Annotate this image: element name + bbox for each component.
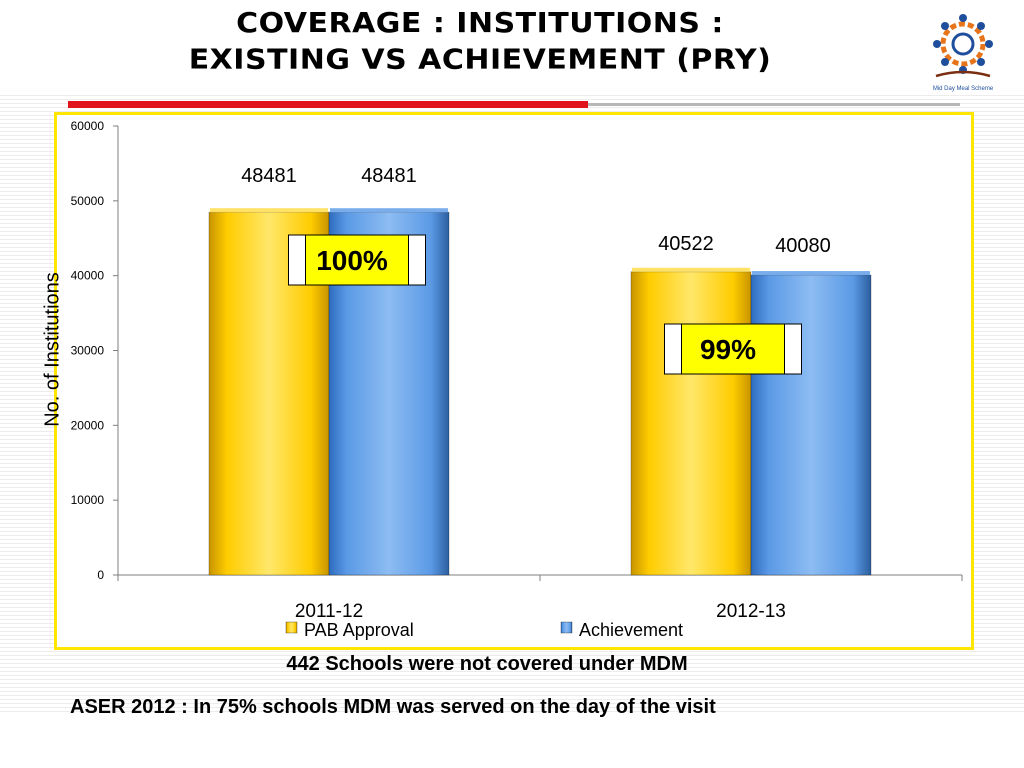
y-tick-label: 0 bbox=[97, 568, 104, 582]
data-label: 48481 bbox=[241, 165, 297, 187]
bar-achievement bbox=[750, 274, 872, 576]
y-tick-label: 20000 bbox=[71, 418, 105, 432]
chart-percent-badges: 100% 99% bbox=[288, 234, 802, 375]
page-title: Coverage : Institutions : Existing Vs Ac… bbox=[100, 5, 860, 79]
bar-top-bevel bbox=[210, 208, 328, 213]
data-label: 48481 bbox=[361, 165, 417, 187]
y-tick-label: 60000 bbox=[71, 119, 105, 133]
bar-top-bevel bbox=[752, 271, 870, 276]
chart-legend: PAB Approval Achievement bbox=[285, 620, 683, 640]
legend-label: PAB Approval bbox=[304, 620, 414, 640]
percent-badge-label: 100% bbox=[316, 245, 388, 276]
bar-top-bevel bbox=[330, 208, 448, 213]
chart-data-labels: 48481 48481 40522 40080 bbox=[241, 165, 831, 257]
legend-label: Achievement bbox=[579, 620, 683, 640]
title-underline-red bbox=[68, 101, 588, 108]
data-label: 40522 bbox=[658, 233, 714, 255]
bar-top-bevel bbox=[632, 267, 750, 272]
y-tick-label: 30000 bbox=[71, 344, 105, 358]
chart-bars bbox=[208, 208, 872, 576]
aser-note: ASER 2012 : In 75% schools MDM was serve… bbox=[70, 696, 716, 718]
y-tick-label: 40000 bbox=[71, 269, 105, 283]
logo-caption: Mid Day Meal Scheme bbox=[933, 86, 994, 92]
percent-badge-fill bbox=[681, 323, 785, 375]
x-tick-label: 2012-13 bbox=[716, 601, 786, 622]
title-line-1: Coverage : Institutions : bbox=[236, 7, 724, 40]
y-tick-label: 10000 bbox=[71, 493, 105, 507]
chart-axes: 0 10000 20000 30000 40000 50000 60000 2011-12 20… bbox=[71, 119, 963, 622]
data-label: 40080 bbox=[775, 235, 831, 257]
mdm-logo-icon: Mid Day Meal Scheme bbox=[933, 14, 994, 92]
title-underline-grey bbox=[588, 103, 960, 106]
title-line-2: Existing Vs Achievement (PRY) bbox=[188, 43, 772, 77]
y-tick-label: 50000 bbox=[71, 194, 105, 208]
percent-badge-label: 99% bbox=[700, 334, 756, 365]
percent-badge-fill bbox=[305, 234, 409, 286]
y-axis-title-text: No. of Institutions bbox=[41, 272, 64, 427]
legend-swatch bbox=[285, 621, 298, 634]
x-tick-label: 2011-12 bbox=[295, 601, 363, 622]
legend-swatch bbox=[560, 621, 573, 634]
bar-pab-approval bbox=[630, 271, 752, 576]
schools-not-covered-note: 442 Schools were not covered under MDM bbox=[286, 653, 688, 675]
